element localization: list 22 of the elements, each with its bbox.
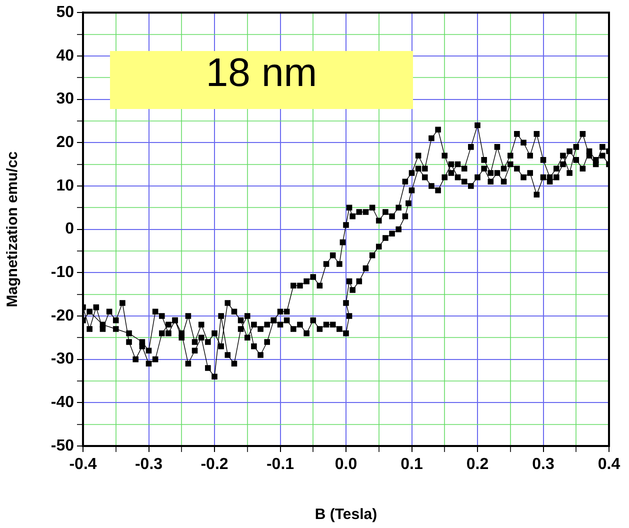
y-tick-label: -40: [50, 394, 74, 412]
y-tick-label: 20: [56, 134, 74, 152]
y-tick-label: -10: [50, 264, 74, 282]
y-tick-label: 40: [56, 47, 74, 64]
x-tick-label: -0.1: [266, 456, 294, 474]
y-tick-label: -30: [50, 350, 74, 368]
y-tick-label: -20: [50, 307, 74, 324]
y-axis-title: Magnetization emu/cc: [4, 151, 22, 308]
x-tick-label: -0.4: [69, 456, 97, 474]
x-tick-label: 0.1: [400, 456, 423, 474]
x-tick-label: 0.0: [334, 456, 358, 474]
y-tick-label: -50: [50, 437, 74, 454]
y-tick-label: 30: [56, 90, 74, 108]
x-tick-label: -0.2: [200, 456, 228, 474]
y-tick-label: 50: [56, 4, 74, 22]
y-tick-label: 10: [56, 177, 74, 194]
x-tick-label: -0.3: [134, 456, 163, 474]
y-tick-label: 0: [65, 220, 74, 238]
x-axis-title: B (Tesla): [314, 506, 378, 524]
x-tick-label: 0.2: [466, 456, 489, 474]
x-tick-label: 0.4: [598, 456, 620, 474]
x-tick-label: 0.3: [532, 456, 554, 474]
